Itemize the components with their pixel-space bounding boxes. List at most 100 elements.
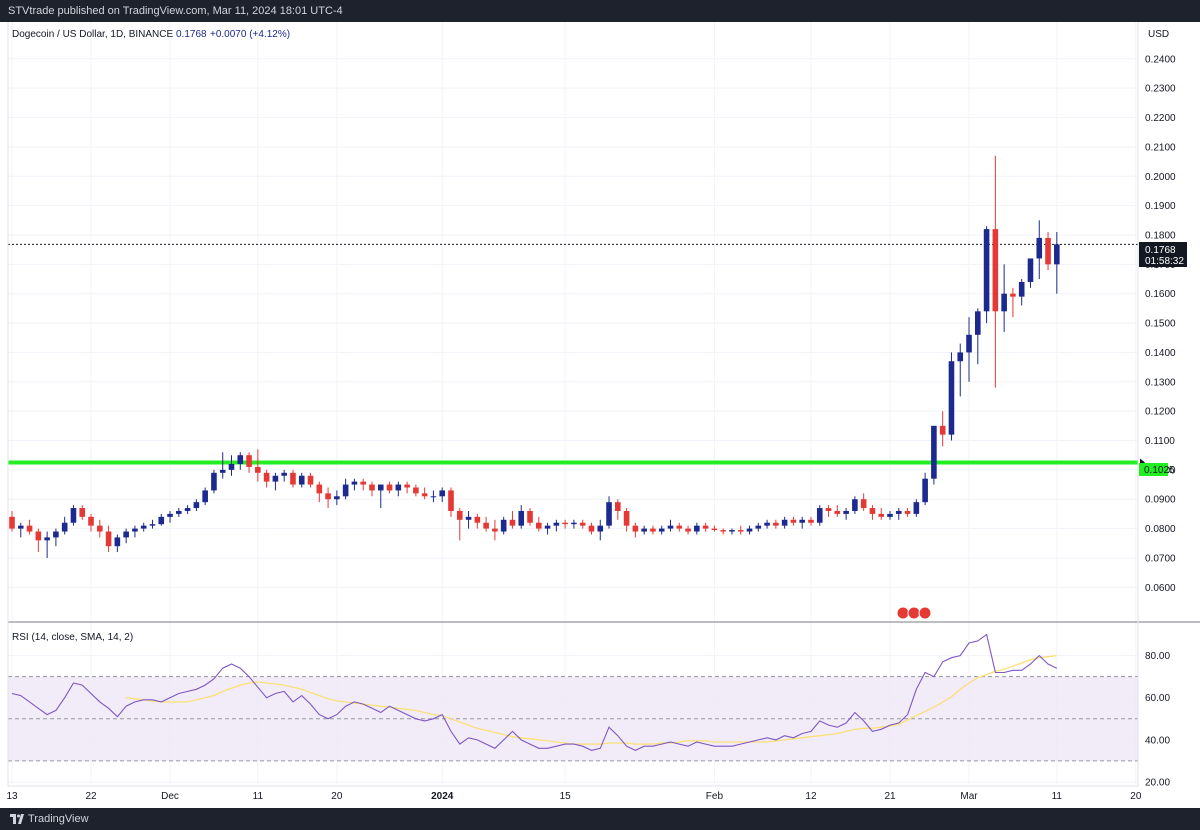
chart-area[interactable]: 0.06000.07000.08000.09000.10000.11000.12… [0, 22, 1200, 808]
candle-body [369, 484, 375, 491]
us-flag-icon[interactable] [907, 606, 921, 620]
candle-body [377, 484, 384, 491]
candle-body [1054, 244, 1060, 265]
candle-body [606, 502, 612, 526]
us-flag-icon[interactable] [896, 606, 910, 620]
candle-body [632, 525, 639, 532]
candle-body [615, 502, 621, 511]
symbol-last: 0.1768 [176, 29, 207, 40]
price-tick-label: 0.2400 [1145, 54, 1176, 65]
candle-body [816, 508, 823, 523]
candle-body [334, 496, 340, 500]
candle-body [492, 528, 498, 532]
candle-body [1018, 281, 1025, 297]
candle-body [255, 466, 261, 473]
candle-body [773, 522, 779, 526]
candle-body [439, 490, 446, 497]
candle-body [948, 361, 955, 435]
candle-body [132, 528, 138, 532]
footer-bar: TradingView [0, 808, 1200, 830]
candle-body [316, 484, 323, 494]
candle-body [852, 499, 858, 511]
candle-body [61, 522, 68, 532]
candle-body [53, 531, 59, 538]
candle-body [298, 475, 305, 485]
candle-body [1027, 258, 1034, 282]
candle-body [342, 484, 349, 497]
time-tick-label: 21 [884, 791, 896, 802]
candle-body [904, 510, 911, 514]
candle-body [500, 519, 507, 532]
candle-body [527, 510, 533, 523]
candle-body [843, 510, 849, 514]
candlestick-series [9, 155, 1060, 558]
price-tick-label: 0.0700 [1145, 553, 1176, 564]
candle-body [790, 519, 797, 523]
candle-body [246, 455, 252, 467]
level-tag-bg [1139, 463, 1168, 476]
candle-body [44, 537, 50, 541]
candle-body [263, 472, 270, 482]
candle-body [456, 510, 463, 520]
candle-body [105, 531, 112, 547]
candle-body [281, 472, 287, 476]
candle-body [729, 530, 735, 532]
candle-body [518, 510, 525, 526]
candle-body [9, 516, 15, 529]
price-tick-label: 0.1400 [1145, 348, 1176, 359]
price-tick-label: 0.1100 [1145, 436, 1175, 447]
candle-body [781, 519, 788, 526]
time-tick-label: 22 [85, 791, 97, 802]
horizontal-level[interactable] [8, 243, 1145, 467]
event-flags[interactable] [896, 606, 932, 620]
currency-label[interactable]: USD [1148, 29, 1169, 40]
symbol-name: Dogecoin / US Dollar, 1D, BINANCE [12, 29, 174, 40]
candle-body [448, 490, 454, 511]
candle-body [26, 525, 33, 532]
candle-body [966, 334, 972, 353]
candle-body [702, 525, 709, 529]
candle-body [114, 537, 121, 547]
candle-body [913, 502, 920, 514]
candle-body [869, 508, 876, 514]
last-price-tag-bg [1139, 242, 1187, 267]
gridlines [8, 22, 1138, 784]
candle-body [1001, 293, 1007, 312]
candle-body [1010, 293, 1016, 297]
price-tick-label: 0.1300 [1145, 377, 1176, 388]
time-tick-label: 2024 [431, 791, 454, 802]
time-tick-label: 15 [560, 791, 572, 802]
candle-body [650, 528, 656, 532]
time-tick-label: 20 [331, 791, 343, 802]
candle-body [667, 525, 674, 529]
candle-body [1036, 237, 1043, 259]
candle-body [694, 525, 700, 532]
price-tick-label: 0.1800 [1145, 230, 1176, 241]
last-price-tag: 0.1768 [1145, 245, 1176, 256]
candle-body [720, 530, 726, 532]
candle-body [237, 455, 244, 464]
candle-body [307, 475, 314, 485]
candle-body [483, 522, 489, 529]
time-tick-label: Feb [706, 791, 724, 802]
candle-body [474, 516, 481, 523]
candle-body [957, 352, 964, 362]
rsi-tick-label: 80.00 [1145, 651, 1170, 662]
chart-labels: Dogecoin / US Dollar, 1D, BINANCE 0.1768… [12, 29, 1169, 643]
candle-body [17, 525, 24, 529]
rsi-tick-label: 60.00 [1145, 693, 1170, 704]
us-flag-icon[interactable] [918, 606, 932, 620]
time-tick-label: 11 [1052, 791, 1063, 802]
candle-body [834, 510, 841, 514]
candle-body [597, 525, 604, 532]
candle-body [975, 311, 981, 335]
candle-body [149, 524, 156, 526]
candle-body [746, 528, 753, 532]
candle-body [536, 522, 542, 529]
price-tags: 0.1768 01:58:32 0.1025 [1139, 242, 1187, 476]
candle-body [404, 484, 410, 488]
axes: 0.06000.07000.08000.09000.10000.11000.12… [6, 22, 1200, 802]
candle-body [808, 519, 814, 523]
candle-body [79, 508, 86, 517]
candle-body [509, 519, 516, 526]
